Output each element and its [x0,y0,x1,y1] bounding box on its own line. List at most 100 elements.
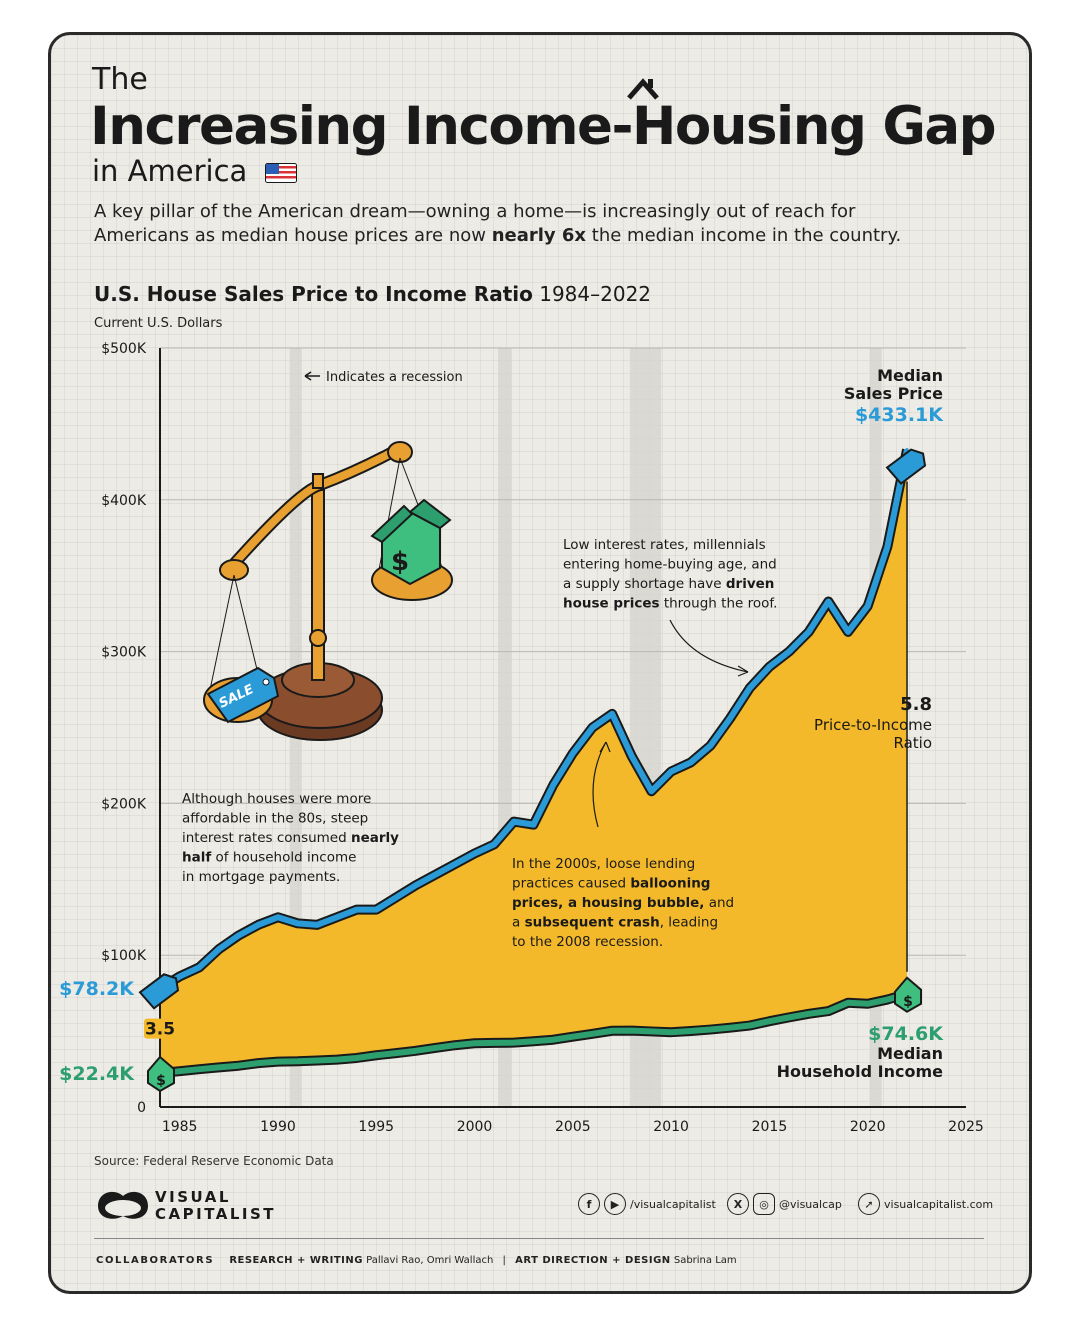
income-point [355,1056,359,1060]
website-link[interactable]: visualcapitalist.com [884,1197,994,1211]
income-point [551,1038,555,1042]
annotation-segment: Low interest rates, millennials [563,537,766,553]
roof-icon [627,78,659,100]
end-ratio-title-2: Ratio [893,734,932,752]
visual-capitalist-logo [98,1191,148,1219]
page-subtitle: in America [92,154,297,188]
start-ratio-label: 3.5 [145,1020,175,1040]
annotation-recent: Low interest rates, millennials entering … [563,537,777,612]
annotation-segment: entering home-buying age, and [563,557,777,573]
start-price-tag-icon [138,973,180,1010]
price-point [512,820,516,824]
area-layer [157,448,912,1078]
annotation-80s: Although houses were more affordable in t… [182,791,399,885]
price-point [374,908,378,912]
x-tick-label: 1990 [260,1119,296,1135]
price-point [787,650,791,654]
house-dollar: $ [156,1073,166,1089]
y-axis-units: Current U.S. Dollars [94,316,223,331]
price-point [532,823,536,827]
income-point [689,1029,693,1033]
price-point [708,744,712,748]
social-group-3: ➚ visualcapitalist.com [858,1193,993,1215]
income-point [885,998,889,1002]
gap-area [160,449,908,1073]
pre-title: The [92,62,148,97]
income-point [669,1030,673,1034]
end-price-tag-icon [885,448,927,485]
annotation-segment: house prices [563,596,660,612]
facebook-icon[interactable]: f [578,1193,600,1215]
separator: | [502,1255,506,1266]
price-point [649,789,653,793]
income-point [512,1041,516,1045]
annotation-segment: affordable in the 80s, steep [182,811,368,827]
logo-line-1: VISUAL [155,1188,231,1206]
house-icon: $ [370,498,452,586]
x-tick-label: 2020 [850,1119,886,1135]
price-point [630,754,634,758]
youtube-icon[interactable]: ▶ [604,1193,626,1215]
design-names: Sabrina Lam [673,1255,737,1266]
price-point [846,630,850,634]
price-point [296,921,300,925]
y-tick-label: $500K [101,341,147,357]
start-income-label: $22.4K [59,1063,135,1085]
intro-paragraph: A key pillar of the American dream—ownin… [94,200,914,248]
end-price-title-2: Sales Price [844,384,943,403]
end-ratio-title-1: Price-to-Income [814,716,932,734]
price-point [492,842,496,846]
x-tick-label: 1995 [358,1119,394,1135]
price-point [571,751,575,755]
y-tick-label: 0 [137,1100,146,1116]
income-point [473,1041,477,1045]
price-point [610,712,614,716]
collaborators-line: COLLABORATORS RESEARCH + WRITING Pallavi… [96,1255,737,1266]
income-point [846,1001,850,1005]
annotation-segment: , leading [660,915,718,931]
price-point [905,448,909,452]
income-point [492,1041,496,1045]
x-tick-label: 2015 [752,1119,788,1135]
chart-title: U.S. House Sales Price to Income Ratio 1… [94,282,651,306]
income-point [296,1059,300,1063]
end-income-title-1: Median [877,1044,943,1063]
logo-text: VISUAL CAPITALIST [155,1189,276,1223]
price-point [866,604,870,608]
x-icon[interactable]: X [727,1193,749,1215]
end-income-label: $74.6K [868,1023,944,1045]
income-point [630,1029,634,1033]
annotation-segment: and [704,895,734,911]
callout-arrow-recent [669,619,749,673]
price-point [237,933,241,937]
instagram-icon[interactable]: ◎ [753,1193,775,1215]
price-point [394,896,398,900]
content-layer: The Increasing Income-Housing Gap in Ame… [48,32,1032,1294]
social-handle-2[interactable]: @visualcap [779,1197,842,1211]
start-ratio-bg [144,1018,176,1039]
price-tag-icon: SALE [206,666,280,724]
annotation-segment: half [182,850,211,866]
x-tick-label: 2000 [457,1119,493,1135]
annotation-segment: a supply shortage have [563,576,726,592]
end-price-title-1: Median [877,366,943,385]
annotation-segment: in mortgage payments. [182,869,340,885]
annotation-segment: practices caused [512,876,630,892]
income-point [532,1039,536,1043]
house-dollar: $ [903,994,913,1010]
price-point [315,923,319,927]
income-point [335,1058,339,1062]
end-income-title-2: Household Income [777,1062,944,1081]
collaborators-heading: COLLABORATORS [96,1255,215,1266]
income-point [826,1009,830,1013]
page-title: Increasing Income-Housing Gap [90,96,997,157]
cursor-icon[interactable]: ➚ [858,1193,880,1215]
social-handle-1[interactable]: /visualcapitalist [630,1197,716,1211]
price-point [433,873,437,877]
recession-note: Indicates a recession [326,370,463,385]
price-point [217,947,221,951]
end-house-icon [894,976,923,1013]
y-tick-label: $200K [101,796,147,812]
us-flag-icon [264,163,297,183]
